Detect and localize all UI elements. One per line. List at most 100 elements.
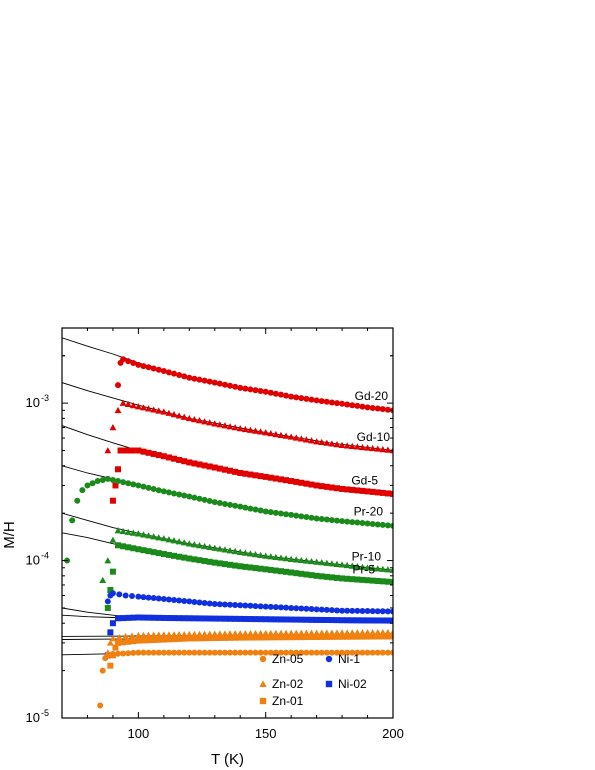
legend-marker	[259, 655, 267, 663]
data-point	[288, 634, 295, 641]
data-point	[369, 649, 376, 656]
series-gd-20	[115, 356, 393, 414]
data-point	[227, 615, 234, 622]
data-point	[227, 501, 234, 508]
data-point	[104, 557, 112, 564]
data-point	[145, 614, 152, 621]
data-point	[160, 551, 167, 558]
data-point	[125, 614, 132, 621]
data-point	[293, 512, 300, 519]
data-point	[140, 631, 147, 638]
data-point	[201, 635, 208, 642]
data-point	[140, 483, 147, 490]
data-point	[359, 576, 366, 583]
data-point	[308, 396, 315, 403]
data-point	[267, 566, 274, 573]
data-point	[277, 568, 284, 575]
fit-curve-gd-20	[62, 337, 393, 411]
data-point	[186, 615, 193, 622]
data-point	[201, 377, 208, 384]
data-point	[165, 536, 173, 543]
data-point	[114, 527, 122, 534]
data-point	[185, 540, 193, 547]
data-point	[257, 507, 264, 514]
data-point	[333, 400, 340, 407]
data-point	[201, 615, 208, 622]
data-point	[211, 559, 218, 566]
data-point	[171, 649, 178, 656]
data-point	[216, 421, 224, 428]
data-point	[267, 509, 274, 516]
data-point	[236, 425, 244, 432]
data-point	[180, 539, 188, 546]
data-point	[140, 649, 147, 656]
data-point	[129, 402, 137, 409]
data-point	[94, 478, 101, 485]
series-pr-10	[99, 527, 393, 583]
data-point	[339, 649, 346, 656]
data-point	[374, 649, 381, 656]
series-label: Pr-5	[352, 562, 375, 576]
data-point	[288, 478, 295, 485]
data-point	[130, 545, 137, 552]
data-point	[328, 399, 335, 406]
data-point	[232, 602, 239, 609]
data-point	[196, 615, 203, 622]
data-point	[150, 631, 158, 638]
data-point	[109, 590, 116, 597]
data-point	[120, 615, 127, 622]
data-point	[99, 667, 106, 674]
data-point	[145, 594, 152, 601]
data-point	[364, 564, 371, 571]
data-point	[267, 603, 274, 610]
data-point	[379, 633, 386, 640]
data-point	[237, 602, 244, 609]
data-point	[165, 409, 173, 416]
data-point	[252, 506, 259, 513]
data-point	[196, 635, 203, 642]
data-point	[226, 423, 234, 430]
data-point	[374, 633, 381, 640]
data-point	[348, 442, 356, 450]
data-point	[145, 449, 152, 456]
data-point	[308, 481, 315, 488]
data-point	[333, 649, 340, 656]
data-point	[354, 402, 361, 409]
data-point	[379, 649, 386, 656]
data-point	[232, 562, 239, 569]
data-point	[171, 552, 178, 559]
data-point	[115, 615, 122, 622]
data-point	[384, 446, 392, 453]
data-point	[135, 482, 142, 489]
data-point	[374, 489, 381, 496]
legend-label: Ni-1	[338, 652, 360, 666]
data-point	[288, 649, 295, 656]
data-point	[109, 620, 116, 627]
data-point	[338, 441, 346, 449]
data-point	[119, 527, 127, 535]
data-point	[216, 634, 223, 641]
data-point	[272, 475, 279, 482]
data-point	[206, 419, 214, 426]
data-point	[206, 558, 213, 565]
data-point	[130, 481, 137, 488]
data-point	[303, 514, 310, 521]
data-point	[115, 650, 122, 657]
y-axis-label: M/H	[1, 521, 18, 549]
data-point	[232, 634, 239, 641]
data-point	[104, 598, 111, 605]
data-point	[308, 572, 315, 579]
data-point	[155, 649, 162, 656]
data-point	[277, 431, 285, 438]
data-point	[283, 511, 290, 518]
data-point	[339, 485, 346, 492]
data-point	[145, 548, 152, 555]
data-point	[221, 649, 228, 656]
data-point	[323, 516, 330, 523]
data-point	[232, 468, 239, 475]
data-point	[99, 476, 106, 483]
data-point	[171, 490, 178, 497]
data-point	[122, 632, 130, 640]
data-point	[369, 608, 376, 615]
data-point	[302, 557, 310, 564]
